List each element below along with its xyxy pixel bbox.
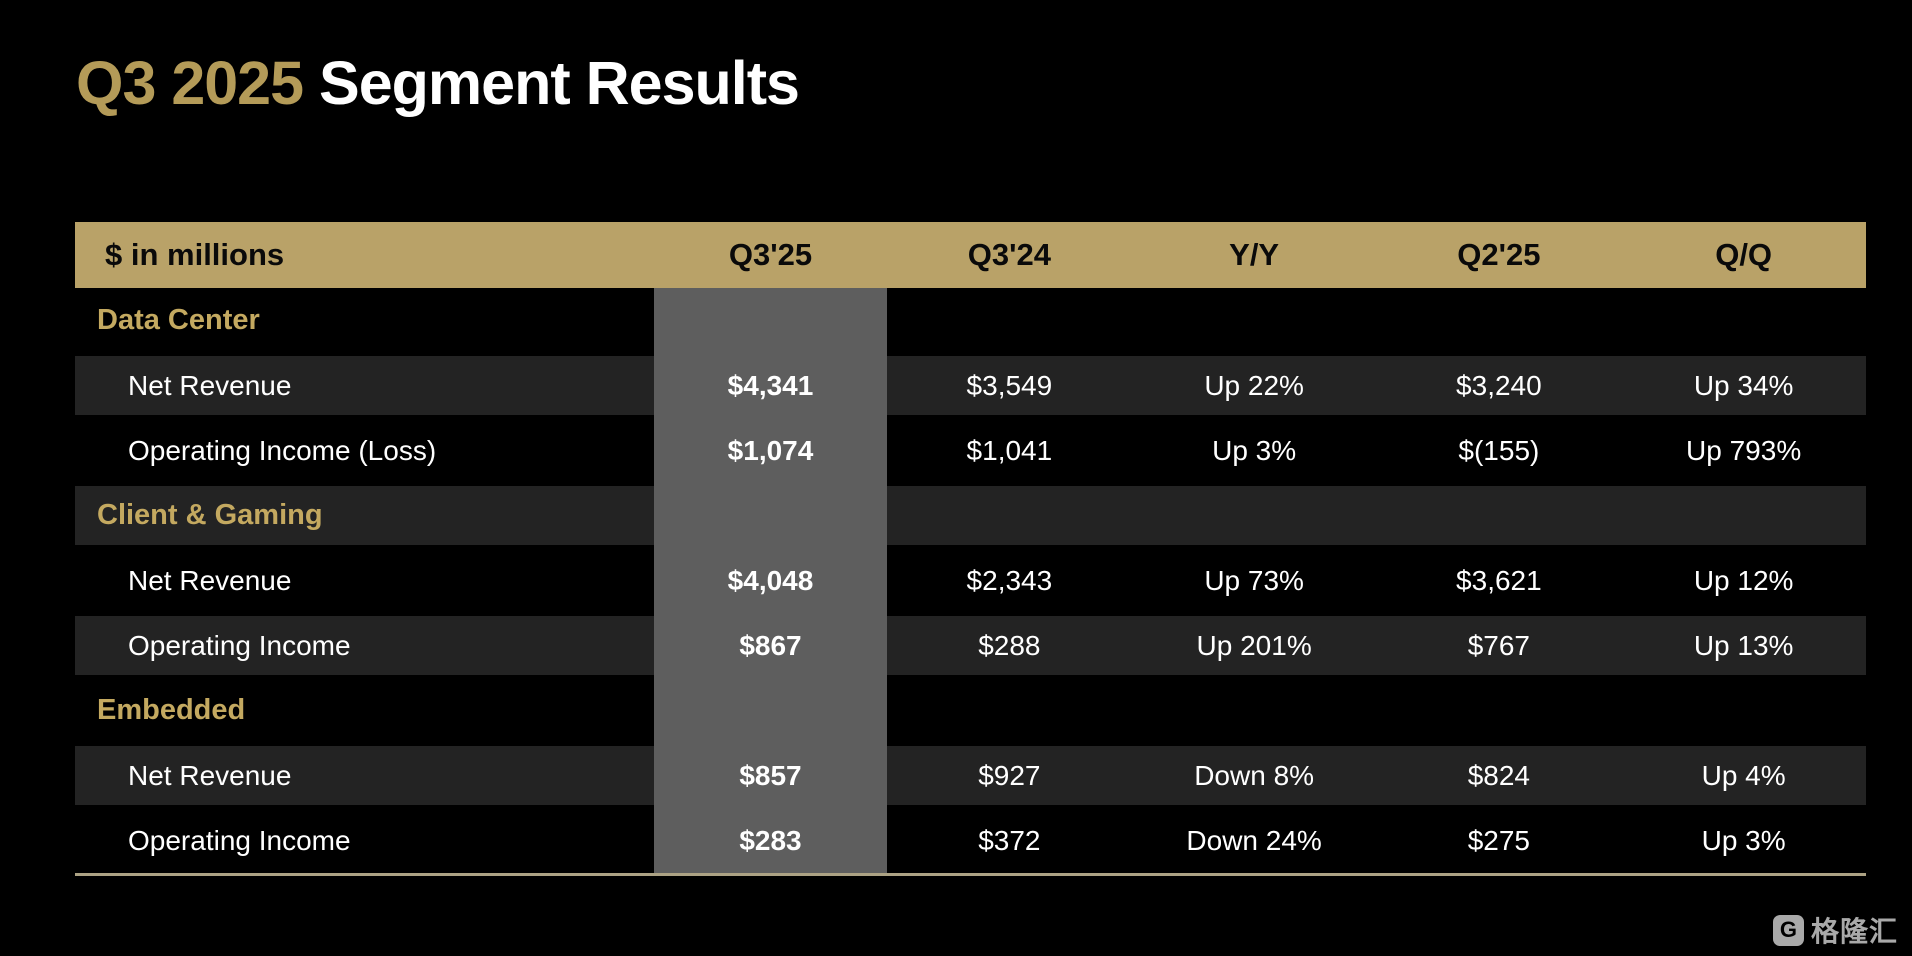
section-header-row: Data Center [75,288,1866,353]
table-row: Operating Income (Loss) $1,074 $1,041 Up… [75,418,1866,483]
cell-q2-25: $767 [1467,629,1531,661]
cell-q3-24: $2,343 [966,564,1053,596]
cell-q3-24: $372 [978,824,1041,856]
cell-qq: Up 793% [1686,434,1802,466]
cell-qq: Up 4% [1701,759,1786,791]
column-header-qq: Q/Q [1715,237,1773,272]
cell-yy: Up 22% [1204,369,1304,401]
cell-yy: Up 73% [1204,564,1304,596]
cell-q3-24: $927 [978,759,1041,791]
column-header-yy: Y/Y [1229,237,1280,272]
table-row: Operating Income $867 $288 Up 201% $767 … [75,613,1866,678]
gelonghui-logo: G 格隆汇 [1772,910,1898,950]
q3-25-column-highlight [654,288,887,873]
section-title-client-gaming: Client & Gaming [97,499,323,531]
table-row: Net Revenue $4,341 $3,549 Up 22% $3,240 … [75,353,1866,418]
section-title-embedded: Embedded [97,694,246,726]
section-title-data-center: Data Center [97,304,260,336]
column-header-q3-24: Q3'24 [967,237,1051,272]
cell-q3-25: $857 [739,759,802,791]
cell-q2-25: $824 [1467,759,1531,791]
cell-q2-25: $(155) [1458,434,1540,466]
section-header-row: Client & Gaming [75,483,1866,548]
row-label: Operating Income [128,629,351,661]
title-quarter: Q3 2025 [76,49,304,117]
cell-q3-25: $4,048 [727,564,814,596]
row-label: Operating Income [128,824,351,856]
gelonghui-logo-text: 格隆汇 [1810,916,1898,947]
cell-q3-24: $3,549 [966,369,1053,401]
cell-q3-25: $4,341 [727,369,814,401]
row-label: Net Revenue [128,564,292,596]
cell-q3-24: $288 [978,629,1041,661]
cell-q3-25: $283 [739,824,802,856]
cell-yy: Up 201% [1196,629,1312,661]
table-header-row: $ in millions Q3'25 Q3'24 Y/Y Q2'25 Q/Q [75,222,1866,288]
cell-q3-24: $1,041 [966,434,1053,466]
cell-qq: Up 34% [1693,369,1794,401]
title-rest: Segment Results [319,49,800,117]
unit-label: $ in millions [105,237,285,272]
cell-yy: Down 8% [1194,759,1315,791]
cell-qq: Up 12% [1693,564,1794,596]
table-row: Net Revenue $4,048 $2,343 Up 73% $3,621 … [75,548,1866,613]
page-title: Q3 2025 Segment Results [76,48,800,118]
table-row: Operating Income $283 $372 Down 24% $275… [75,808,1866,873]
column-header-q3-25: Q3'25 [728,237,813,272]
cell-yy: Down 24% [1186,824,1322,856]
gelonghui-logo-icon: G [1772,914,1804,946]
cell-q3-25: $867 [739,629,802,661]
row-label: Operating Income (Loss) [128,434,437,466]
cell-q2-25: $275 [1467,824,1531,856]
table-bottom-rule [75,873,1866,876]
section-header-row: Embedded [75,678,1866,743]
segment-results-table: $ in millions Q3'25 Q3'24 Y/Y Q2'25 Q/Q … [75,222,1866,876]
cell-qq: Up 13% [1693,629,1794,661]
column-header-q2-25: Q2'25 [1457,237,1541,272]
cell-q2-25: $3,240 [1456,369,1542,401]
row-label: Net Revenue [128,369,292,401]
cell-q2-25: $3,621 [1456,564,1542,596]
cell-yy: Up 3% [1212,434,1297,466]
table-row: Net Revenue $857 $927 Down 8% $824 Up 4% [75,743,1866,808]
cell-q3-25: $1,074 [727,434,814,466]
cell-qq: Up 3% [1701,824,1786,856]
row-label: Net Revenue [128,759,292,791]
